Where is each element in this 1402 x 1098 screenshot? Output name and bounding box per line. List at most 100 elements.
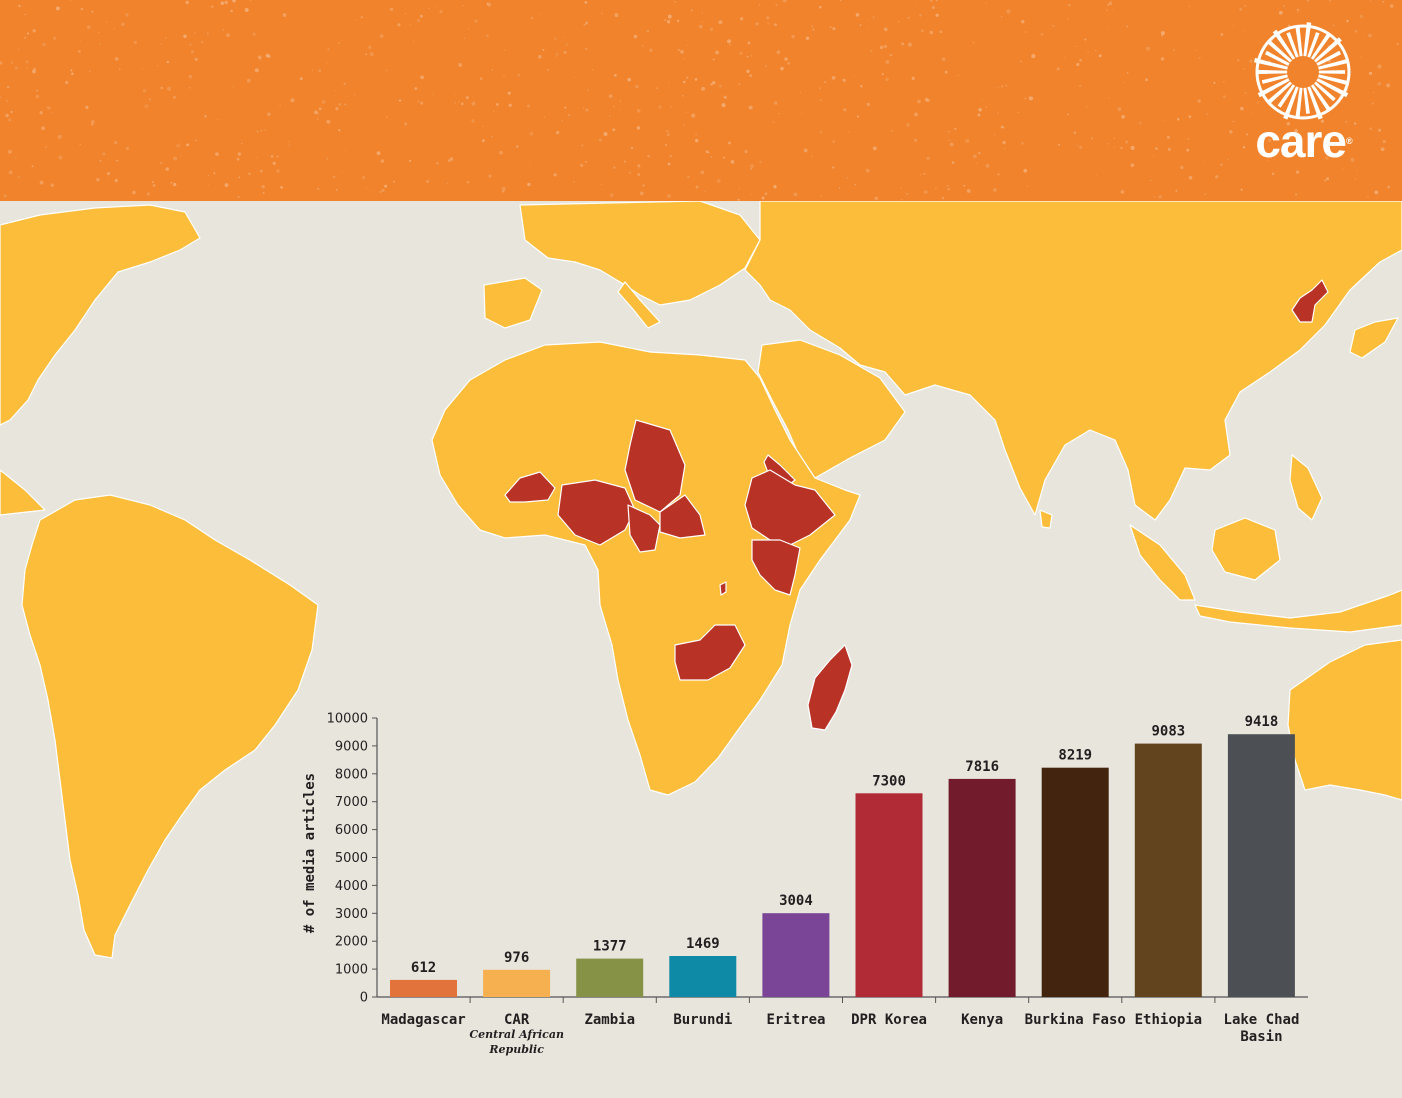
texture-speck [870,49,873,53]
map-philippines [1289,454,1323,521]
texture-speck [485,34,489,38]
y-tick-label: 7000 [335,795,368,810]
texture-speck [471,119,475,123]
texture-speck [491,69,494,71]
texture-speck [750,193,752,196]
texture-speck [676,19,680,23]
texture-speck [96,177,100,182]
texture-speck [723,95,727,99]
texture-speck [1244,5,1247,7]
texture-speck [290,98,295,103]
sun-ray [1314,37,1342,63]
texture-speck [907,42,912,47]
texture-speck [747,41,751,45]
texture-speck [985,163,990,168]
texture-speck [1346,19,1349,23]
texture-speck [1052,25,1055,27]
value-label: 9083 [1151,724,1185,740]
texture-speck [890,130,893,132]
texture-speck [906,123,910,127]
texture-speck [114,57,119,61]
texture-speck [670,106,672,108]
texture-speck [70,69,73,72]
texture-speck [832,166,835,169]
texture-speck [586,89,589,92]
texture-speck [210,5,214,8]
texture-speck [1296,8,1300,12]
texture-speck [819,87,821,89]
texture-speck [288,144,291,147]
texture-speck [1150,179,1152,182]
texture-speck [265,53,270,58]
texture-speck [417,100,420,103]
texture-speck [642,184,646,188]
texture-speck [449,157,454,161]
texture-speck [259,169,263,173]
texture-speck [538,54,542,59]
y-axis-ticks: 0 1000 2000 3000 4000 5000 6000 7000 8000 9000 100… [327,712,377,1006]
texture-speck [774,101,778,105]
texture-speck [91,123,94,126]
texture-speck [432,93,434,96]
y-tick-label: 3000 [335,907,368,922]
texture-speck [1188,176,1193,180]
texture-speck [1359,14,1364,19]
texture-speck [503,75,505,77]
y-axis-title: # of media articles [302,773,318,933]
texture-speck [1186,148,1190,152]
texture-speck [774,23,777,27]
texture-speck [488,174,492,178]
texture-speck [985,2,988,4]
texture-speck [919,14,922,17]
texture-speck [173,182,177,187]
texture-speck [694,138,699,143]
care-logo-wordmark: care® [1251,118,1356,164]
texture-speck [463,37,466,39]
texture-speck [276,155,279,158]
texture-speck [1350,157,1355,162]
texture-speck [1057,143,1061,146]
texture-speck [803,148,808,153]
texture-speck [874,196,879,201]
texture-speck [832,27,836,31]
texture-speck [5,99,8,102]
texture-speck [901,42,905,46]
texture-speck [152,184,156,187]
texture-speck [6,85,10,89]
texture-speck [923,173,926,175]
texture-speck [148,98,152,101]
texture-speck [183,34,187,38]
texture-speck [1215,175,1219,179]
texture-speck [1332,24,1335,27]
texture-speck [1076,62,1080,67]
texture-speck [829,26,832,28]
map-zambia [674,624,746,681]
y-tick-label: 8000 [335,767,368,782]
texture-speck [3,194,7,198]
texture-speck [256,156,258,158]
texture-speck [1063,57,1066,59]
texture-speck [236,157,240,161]
texture-speck [454,93,456,96]
texture-speck [563,50,567,54]
texture-speck [972,41,975,44]
texture-speck [883,27,888,32]
texture-speck [1087,51,1089,54]
texture-speck [51,111,54,114]
map-burundi [719,581,727,596]
texture-speck [856,115,860,118]
texture-speck [1382,139,1386,144]
texture-speck [698,24,703,29]
texture-speck [755,22,759,26]
texture-speck [246,78,251,83]
texture-speck [647,155,650,158]
texture-speck [859,24,862,26]
texture-speck [195,139,197,142]
texture-speck [935,13,939,17]
texture-speck [24,13,26,16]
texture-speck [188,87,191,89]
texture-speck [41,126,46,131]
map-arabia [757,339,906,479]
texture-speck [57,134,62,139]
texture-speck [65,80,69,85]
